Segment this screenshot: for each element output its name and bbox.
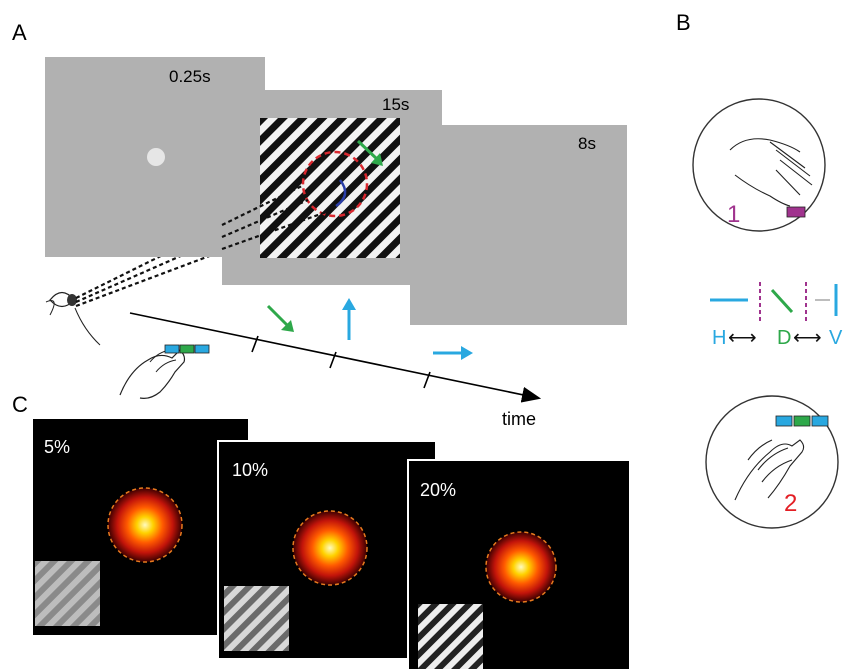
step1-number: 1: [727, 201, 740, 228]
diagonal-response-arrow: [266, 304, 294, 332]
coherence-label: 10%: [232, 460, 268, 480]
panel-label-c: C: [12, 392, 28, 417]
hand-keypad-icon: [119, 344, 210, 399]
step1-hand-icon: [729, 138, 813, 207]
heatmap-panel-20: 20%: [407, 459, 631, 671]
h-label: H: [712, 327, 726, 349]
coherence-label: 20%: [420, 480, 456, 500]
h-d-arrow: ⟷: [728, 327, 757, 349]
eye-icon: [45, 291, 101, 346]
vertical-response-arrow: [342, 298, 356, 340]
gaze-density-blob: [293, 511, 367, 585]
horizontal-response-arrow: [433, 346, 473, 360]
gaze-density-blob: [486, 532, 556, 602]
screen3-duration: 8s: [578, 134, 596, 153]
step2-number: 2: [784, 490, 797, 517]
panel-label-a: A: [12, 20, 27, 45]
boundary-circle: [292, 510, 368, 586]
v-label: V: [829, 327, 843, 349]
boundary-circle: [485, 531, 557, 603]
coherence-label: 5%: [44, 437, 70, 457]
grating-thumbnail: [224, 586, 289, 651]
step2-hand-icon: [734, 439, 805, 501]
time-axis-label: time: [502, 409, 536, 429]
screen1-duration: 0.25s: [169, 67, 211, 86]
response-boundary-circle: [301, 150, 369, 218]
step1-key: [786, 206, 806, 218]
step2-key-h: [775, 415, 793, 427]
step2-key-d: [793, 415, 811, 427]
time-axis: [129, 312, 542, 403]
grating-thumbnail: [35, 561, 100, 626]
step2-key-v: [811, 415, 829, 427]
step1-circle: [692, 98, 826, 232]
boundary-circle: [107, 487, 183, 563]
orientation-legend: [710, 282, 838, 322]
screen2-duration: 15s: [382, 95, 409, 114]
d-v-arrow: ⟷: [793, 327, 822, 349]
grating-motion-arrow: [356, 139, 383, 166]
heatmap-panel-10: 10%: [217, 440, 437, 660]
d-label: D: [777, 327, 791, 349]
heatmap-panel-5: 5%: [33, 419, 248, 635]
panel-label-b: B: [676, 10, 691, 35]
grating-thumbnail: [418, 604, 483, 669]
gaze-trace: [335, 179, 347, 208]
step2-circle: [705, 395, 839, 529]
blank-screen: [410, 125, 627, 325]
fixation-dot: [147, 148, 165, 166]
gaze-density-blob: [108, 488, 182, 562]
grating-stimulus: [260, 118, 400, 258]
